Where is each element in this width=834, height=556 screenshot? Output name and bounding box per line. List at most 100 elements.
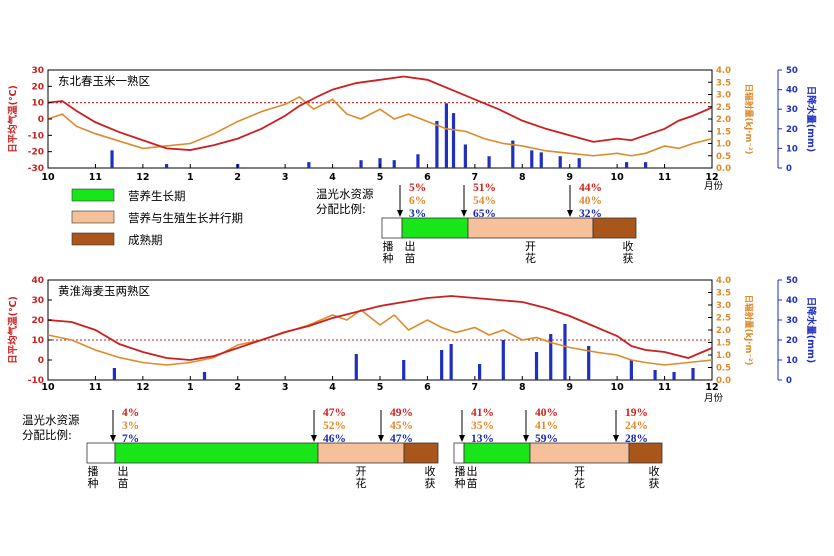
temp-tick-label: -10 bbox=[28, 131, 44, 141]
x-tick-label: 7 bbox=[472, 382, 479, 393]
radiation-tick-label: 2.0 bbox=[716, 326, 731, 336]
precipitation-bar bbox=[558, 156, 562, 168]
precipitation-bar bbox=[563, 324, 567, 380]
vegetative-segment bbox=[463, 442, 531, 464]
radiation-axis-label: 日辐射量(kJ·m⁻²) bbox=[743, 84, 754, 155]
alloc-temp: 51% bbox=[473, 182, 496, 194]
x-tick-label: 11 bbox=[658, 172, 671, 183]
x-tick-label: 5 bbox=[377, 382, 384, 393]
precipitation-bar bbox=[539, 152, 543, 168]
x-tick-label: 2 bbox=[234, 382, 241, 393]
temp-tick-label: -10 bbox=[28, 376, 44, 386]
stage-marker-char: 开 bbox=[525, 240, 536, 253]
precipitation-bar bbox=[392, 160, 396, 168]
stage-marker-char: 收 bbox=[425, 464, 436, 478]
radiation-tick-label: 0.0 bbox=[716, 164, 731, 174]
maturity-segment bbox=[592, 217, 637, 239]
temp-tick-label: 30 bbox=[31, 296, 44, 306]
vegetative-segment bbox=[401, 217, 469, 239]
precipitation-bar bbox=[577, 158, 581, 168]
temp-tick-label: 20 bbox=[31, 316, 44, 326]
stage-marker-char: 获 bbox=[623, 252, 634, 265]
alloc-prec: 7% bbox=[122, 433, 139, 445]
temp-tick-label: 0 bbox=[38, 115, 44, 125]
temp-tick-label: -30 bbox=[28, 164, 44, 174]
precipitation-tick-label: 10 bbox=[786, 356, 798, 366]
alloc-label-line1: 温光水资源 bbox=[316, 187, 374, 201]
alloc-rad: 40% bbox=[579, 195, 602, 207]
alloc-label-line1: 温光水资源 bbox=[22, 413, 80, 427]
radiation-tick-label: 3.5 bbox=[716, 78, 731, 88]
temperature-line bbox=[47, 295, 713, 361]
alloc-prec: 47% bbox=[390, 433, 413, 445]
radiation-tick-label: 2.0 bbox=[716, 115, 731, 125]
sowing-segment bbox=[453, 442, 465, 464]
alloc-rad: 54% bbox=[473, 195, 496, 207]
stage-marker-char: 播 bbox=[383, 239, 394, 253]
precipitation-tick-label: 30 bbox=[786, 105, 798, 115]
radiation-tick-label: 1.0 bbox=[716, 140, 731, 150]
legend-label-maturity: 成熟期 bbox=[128, 233, 163, 247]
temp-tick-label: 20 bbox=[31, 82, 44, 92]
stage-marker-char: 出 bbox=[118, 464, 129, 478]
x-tick-label: 1 bbox=[187, 172, 194, 183]
precipitation-bar bbox=[653, 370, 657, 380]
radiation-line bbox=[47, 95, 713, 157]
precipitation-bar bbox=[625, 162, 629, 168]
alloc-rad: 6% bbox=[409, 195, 426, 207]
x-tick-label: 8 bbox=[519, 382, 526, 393]
maturity-segment bbox=[403, 442, 439, 464]
precipitation-bar bbox=[416, 154, 420, 168]
precipitation-bar bbox=[202, 372, 207, 380]
legend-swatch-overlap bbox=[71, 210, 115, 224]
month-unit-label: 月份 bbox=[704, 392, 724, 404]
x-tick-label: 11 bbox=[89, 382, 102, 393]
alloc-prec: 32% bbox=[579, 208, 602, 220]
x-tick-label: 10 bbox=[41, 172, 55, 183]
alloc-rad: 45% bbox=[390, 420, 413, 432]
overlap-segment bbox=[317, 442, 405, 464]
temp-tick-label: 10 bbox=[31, 99, 44, 109]
precipitation-tick-label: 20 bbox=[786, 125, 798, 135]
precipitation-bar bbox=[463, 144, 467, 168]
overlap-segment bbox=[529, 442, 630, 464]
arrow-head bbox=[461, 210, 467, 217]
precipitation-tick-label: 40 bbox=[786, 86, 798, 96]
radiation-tick-label: 1.5 bbox=[716, 339, 731, 349]
x-tick-label: 12 bbox=[136, 172, 149, 183]
precipitation-bar bbox=[164, 164, 169, 168]
stage-marker-char: 种 bbox=[88, 476, 99, 490]
precipitation-tick-label: 30 bbox=[786, 316, 798, 326]
precipitation-bar bbox=[672, 372, 676, 380]
month-unit-label: 月份 bbox=[704, 180, 724, 192]
stage-marker-char: 花 bbox=[525, 252, 536, 265]
x-tick-label: 4 bbox=[329, 382, 336, 393]
stage-marker-char: 出 bbox=[467, 464, 478, 478]
alloc-prec: 3% bbox=[409, 208, 426, 220]
maturity-segment bbox=[628, 442, 663, 464]
precipitation-bar bbox=[112, 368, 116, 380]
x-tick-label: 12 bbox=[705, 172, 718, 183]
precipitation-bar bbox=[444, 103, 448, 168]
legend-label-vegetative: 营养生长期 bbox=[128, 189, 186, 203]
x-tick-label: 1 bbox=[187, 382, 194, 393]
arrow-head bbox=[523, 435, 529, 442]
alloc-rad: 52% bbox=[323, 420, 346, 432]
radiation-tick-label: 3.0 bbox=[716, 301, 731, 311]
precipitation-bar bbox=[378, 158, 382, 168]
temp-tick-label: 30 bbox=[31, 66, 44, 76]
alloc-temp: 41% bbox=[471, 407, 494, 419]
precipitation-bar bbox=[440, 350, 444, 380]
precipitation-bar bbox=[501, 340, 505, 380]
precipitation-bar bbox=[359, 160, 363, 168]
stage-marker-char: 种 bbox=[383, 251, 394, 265]
x-tick-label: 10 bbox=[41, 382, 55, 393]
precipitation-tick-label: 40 bbox=[786, 296, 798, 306]
arrow-head bbox=[378, 435, 384, 442]
precipitation-tick-label: 10 bbox=[786, 144, 798, 154]
sowing-segment bbox=[381, 217, 403, 239]
alloc-temp: 49% bbox=[390, 407, 413, 419]
